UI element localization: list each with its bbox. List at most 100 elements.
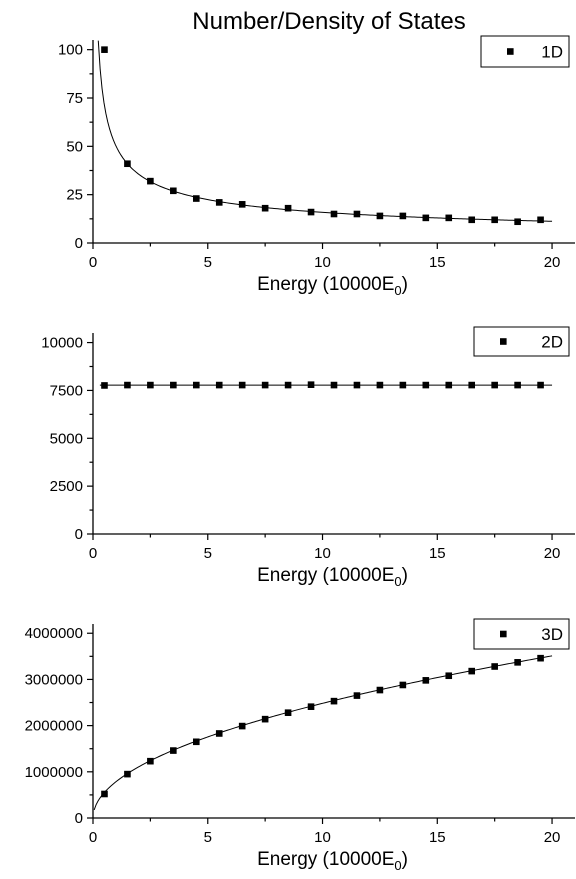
data-point xyxy=(445,672,453,680)
data-point xyxy=(101,382,108,389)
x-tick-label: 10 xyxy=(314,545,331,562)
y-tick-label: 75 xyxy=(66,90,83,107)
x-tick-label: 5 xyxy=(204,829,212,846)
y-tick-label: 0 xyxy=(75,235,83,252)
x-axis-title-part: 0 xyxy=(394,283,401,298)
data-point xyxy=(468,216,476,224)
data-point xyxy=(468,667,476,675)
data-point xyxy=(124,770,131,778)
chart-panel-3: 0 5 10 15 20 0 1000000 2000000 3000000 4000000 Ene… xyxy=(25,618,575,873)
data-point xyxy=(514,659,521,666)
data-point xyxy=(491,381,498,389)
fit-curve xyxy=(93,655,553,811)
x-tick-label: 0 xyxy=(89,254,97,271)
data-point xyxy=(399,681,407,689)
data-point xyxy=(261,204,269,212)
figure-title: Number/Density of States xyxy=(192,8,465,35)
x-axis-title: Energy (10000E0) xyxy=(257,274,408,298)
x-axis-title-part: ) xyxy=(402,565,408,586)
x-axis-title-part: 0 xyxy=(394,858,401,873)
y-tick-label: 5000 xyxy=(50,430,83,447)
data-point xyxy=(170,381,177,389)
data-point xyxy=(422,381,430,389)
data-point xyxy=(192,195,200,202)
x-tick-label: 10 xyxy=(314,829,331,846)
data-point xyxy=(514,218,521,226)
data-point xyxy=(147,757,154,765)
data-point xyxy=(537,654,544,662)
data-point xyxy=(215,199,223,206)
y-tick-label: 50 xyxy=(66,138,83,155)
x-tick-label: 20 xyxy=(544,545,561,562)
data-point xyxy=(147,177,154,185)
legend-label: 2D xyxy=(541,333,563,352)
data-point xyxy=(330,697,338,705)
y-tick-label: 0 xyxy=(75,526,83,543)
legend-box xyxy=(473,618,570,650)
data-point xyxy=(330,210,338,218)
data-point xyxy=(192,738,200,746)
data-point xyxy=(353,692,361,699)
x-tick-label: 0 xyxy=(89,829,97,846)
data-point xyxy=(192,381,200,389)
data-point xyxy=(422,677,430,684)
data-point xyxy=(330,381,338,389)
data-point xyxy=(353,210,361,218)
data-point xyxy=(307,703,315,710)
data-point xyxy=(491,663,498,670)
y-tick-label: 7500 xyxy=(50,382,83,399)
data-point xyxy=(284,204,292,212)
x-tick-label: 15 xyxy=(429,829,446,846)
legend-box xyxy=(480,35,570,68)
data-point xyxy=(468,381,476,389)
legend-marker xyxy=(500,338,507,345)
data-point xyxy=(399,212,407,220)
data-point xyxy=(399,381,407,389)
x-axis-title: Energy (10000E0) xyxy=(257,849,408,873)
data-point xyxy=(261,715,269,723)
data-point xyxy=(284,381,292,389)
data-point xyxy=(376,381,384,389)
y-tick-label: 1000000 xyxy=(25,764,83,781)
y-tick-label: 0 xyxy=(75,810,83,827)
x-axis-title-part: Energy (10000E xyxy=(257,565,394,586)
y-tick-label: 2000000 xyxy=(25,718,83,735)
fit-curve xyxy=(97,40,553,222)
data-point xyxy=(537,381,544,389)
data-point xyxy=(238,722,246,730)
data-point xyxy=(170,187,177,195)
data-point xyxy=(353,381,361,389)
y-tick-label: 4000000 xyxy=(25,625,83,642)
data-point xyxy=(376,212,384,220)
data-point xyxy=(514,381,521,389)
x-axis-title-part: Energy (10000E xyxy=(257,274,394,295)
x-axis-title-part: ) xyxy=(402,274,408,295)
x-tick-label: 20 xyxy=(544,254,561,271)
data-point xyxy=(307,381,315,388)
data-point xyxy=(537,216,544,224)
legend-label: 1D xyxy=(541,43,563,62)
legend-marker xyxy=(500,630,507,638)
data-point xyxy=(215,730,223,737)
x-tick-label: 0 xyxy=(89,545,97,562)
data-point xyxy=(215,381,223,389)
x-axis-title-part: 0 xyxy=(394,574,401,589)
data-point xyxy=(170,747,177,754)
chart-panel-2: 0 5 10 15 20 0 2500 5000 7500 10000 Energy (10000E… xyxy=(41,326,575,589)
y-tick-label: 10000 xyxy=(41,335,83,352)
x-axis-title-part: Energy (10000E xyxy=(257,849,394,870)
x-tick-label: 20 xyxy=(544,829,561,846)
data-point xyxy=(445,214,453,222)
legend-label: 3D xyxy=(541,625,563,644)
data-point xyxy=(101,790,108,798)
data-point xyxy=(147,381,154,389)
x-tick-label: 5 xyxy=(204,545,212,562)
data-point xyxy=(124,160,131,168)
data-point xyxy=(307,208,315,216)
x-tick-label: 5 xyxy=(204,254,212,271)
x-axis-title-part: ) xyxy=(402,849,408,870)
y-tick-label: 3000000 xyxy=(25,671,83,688)
data-point xyxy=(101,46,108,53)
